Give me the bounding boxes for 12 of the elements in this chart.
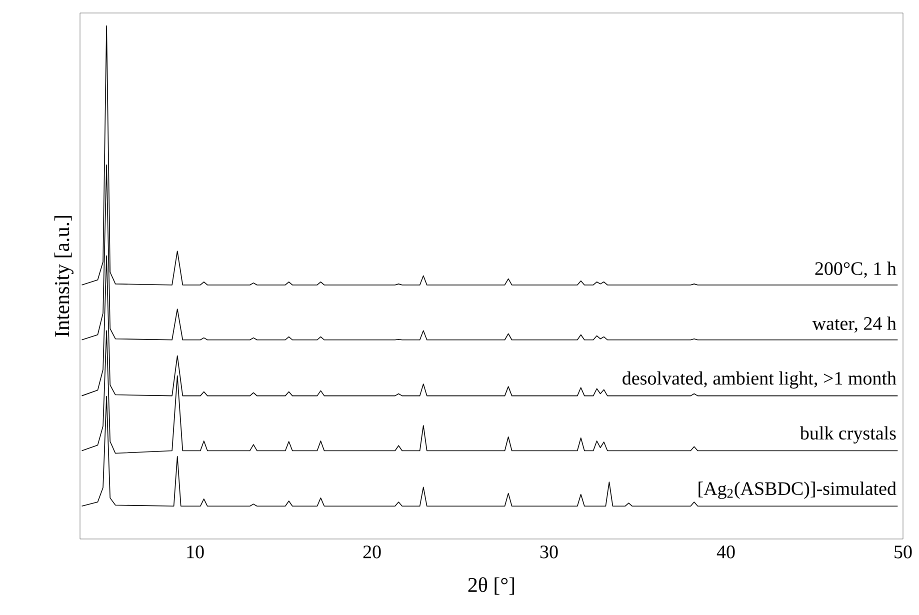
series-label: water, 24 h (812, 316, 896, 333)
series-label: bulk crystals (800, 426, 896, 444)
series-label: 200°C, 1 h (815, 262, 896, 278)
x-tick-label: 20 (363, 546, 381, 558)
x-tick-label: 10 (187, 546, 204, 558)
x-tick-label: 30 (540, 546, 558, 558)
series-label: desolvated, ambient light, >1 month (622, 371, 896, 389)
x-axis-title: 2θ [°] (468, 577, 514, 595)
x-tick-label: 40 (716, 546, 735, 558)
y-axis-title: Intensity [a.u.] (54, 216, 74, 337)
series-label: [Ag$_{2}$(ASBDC)]-simulated (698, 482, 896, 499)
x-tick-label: 50 (894, 546, 912, 558)
